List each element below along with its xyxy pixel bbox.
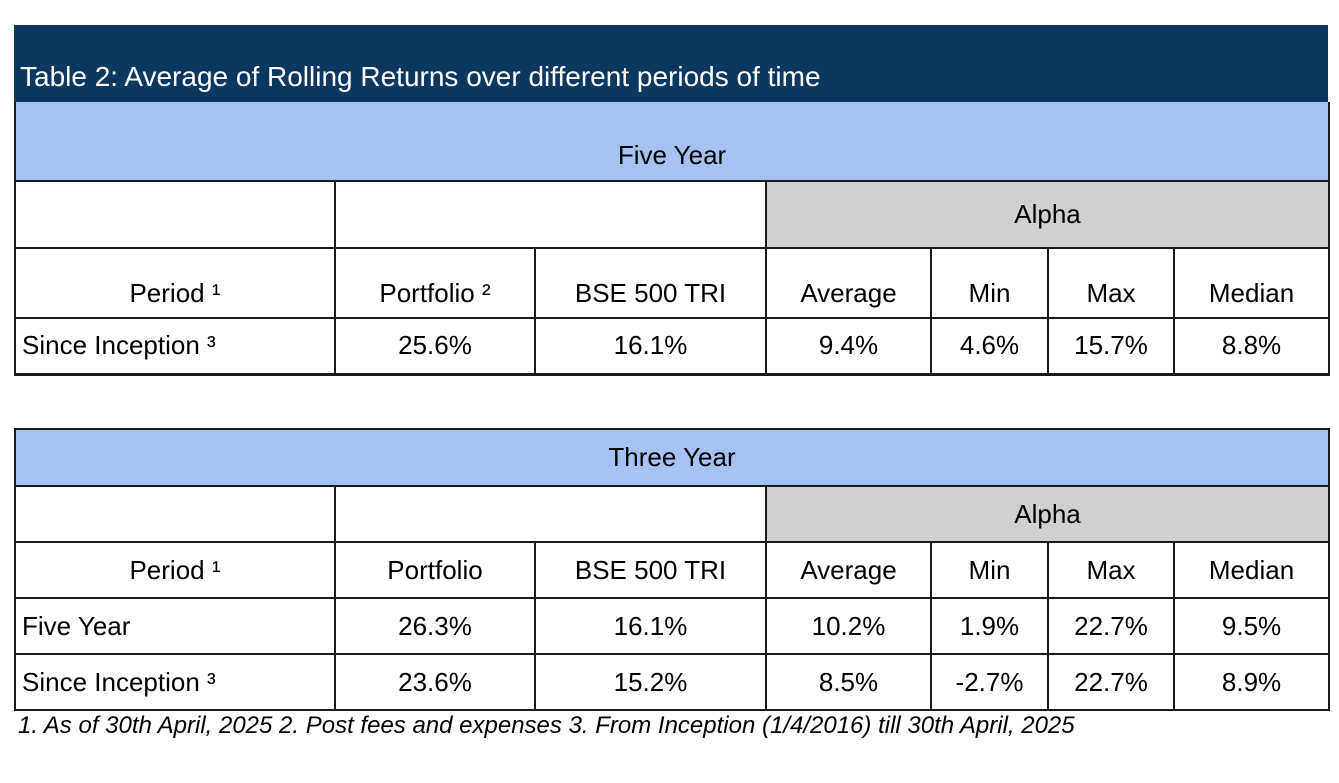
column-header-min: Min (930, 247, 1049, 319)
cell-period: Since Inception ³ (14, 653, 336, 711)
cell-max: 22.7% (1047, 653, 1175, 711)
alpha-header: Alpha (764, 485, 1331, 543)
column-header-min: Min (930, 541, 1049, 599)
cell-period: Since Inception ³ (14, 317, 336, 376)
empty-cell (334, 485, 767, 543)
column-header-average: Average (765, 541, 932, 599)
cell-portfolio: 26.3% (334, 597, 536, 655)
footnote: 1. As of 30th April, 2025 2. Post fees a… (18, 712, 1075, 739)
cell-min: 4.6% (930, 317, 1049, 376)
cell-average: 10.2% (765, 597, 932, 655)
cell-benchmark: 16.1% (534, 597, 767, 655)
alpha-header: Alpha (764, 180, 1331, 249)
cell-median: 8.9% (1172, 653, 1331, 711)
cell-max: 15.7% (1047, 317, 1175, 376)
three-year-table: Three Year Alpha Period ¹ Portfolio BSE … (13, 428, 1331, 711)
cell-benchmark: 15.2% (534, 653, 767, 711)
empty-cell (334, 180, 767, 249)
table-row: Since Inception ³ 23.6% 15.2% 8.5% -2.7%… (14, 653, 1331, 711)
column-header-average: Average (765, 247, 932, 319)
column-header-max: Max (1047, 247, 1175, 319)
cell-average: 9.4% (765, 317, 932, 376)
column-header-benchmark: BSE 500 TRI (534, 541, 767, 599)
table-title: Table 2: Average of Rolling Returns over… (20, 61, 821, 92)
table-title-bar: Table 2: Average of Rolling Returns over… (14, 25, 1328, 102)
column-header-median: Median (1172, 541, 1331, 599)
cell-max: 22.7% (1047, 597, 1175, 655)
column-header-period: Period ¹ (14, 541, 336, 599)
cell-average: 8.5% (765, 653, 932, 711)
table-row: Since Inception ³ 25.6% 16.1% 9.4% 4.6% … (14, 317, 1331, 376)
cell-portfolio: 25.6% (334, 317, 536, 376)
column-header-portfolio: Portfolio ² (334, 247, 536, 319)
cell-min: -2.7% (930, 653, 1049, 711)
five-year-band: Five Year (13, 102, 1331, 182)
cell-period: Five Year (14, 597, 336, 655)
column-header-max: Max (1047, 541, 1175, 599)
column-header-portfolio: Portfolio (334, 541, 536, 599)
empty-cell (14, 485, 336, 543)
cell-min: 1.9% (930, 597, 1049, 655)
cell-median: 8.8% (1172, 317, 1331, 376)
five-year-table: Five Year Alpha Period ¹ Portfolio ² BSE… (13, 102, 1331, 376)
empty-cell (14, 180, 336, 249)
table-row: Five Year 26.3% 16.1% 10.2% 1.9% 22.7% 9… (14, 597, 1331, 655)
column-header-benchmark: BSE 500 TRI (534, 247, 767, 319)
cell-median: 9.5% (1172, 597, 1331, 655)
cell-portfolio: 23.6% (334, 653, 536, 711)
cell-benchmark: 16.1% (534, 317, 767, 376)
three-year-band: Three Year (13, 428, 1331, 487)
column-header-median: Median (1172, 247, 1331, 319)
column-header-period: Period ¹ (14, 247, 336, 319)
